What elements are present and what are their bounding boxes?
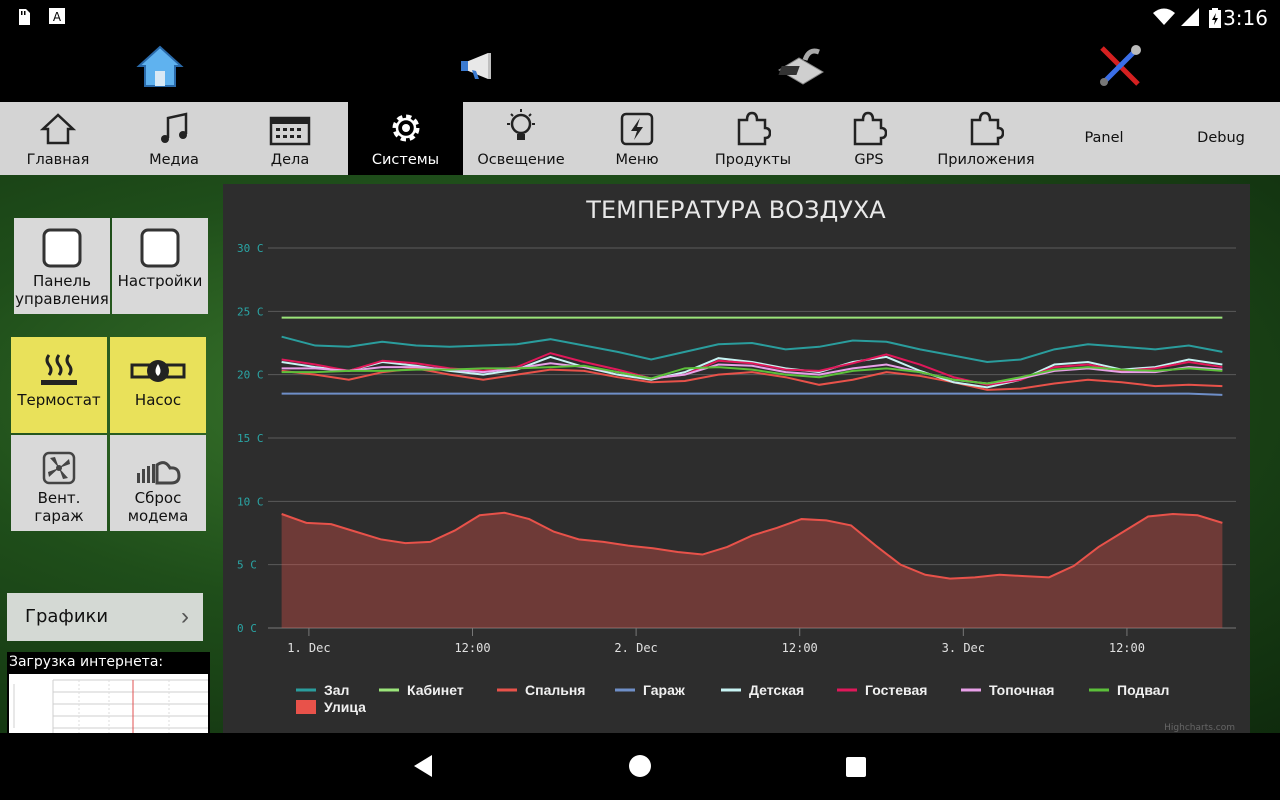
fan-icon [42, 451, 76, 485]
main-content: Панель управления Настройки Термостат На… [0, 175, 1280, 733]
x-tick-label: 12:00 [782, 641, 818, 655]
home-icon[interactable] [130, 34, 190, 98]
svg-text:A: A [53, 10, 62, 24]
tab-sistemy[interactable]: Системы [348, 102, 463, 175]
y-tick-label: 5 C [237, 559, 257, 572]
checkbox-icon [42, 228, 82, 268]
legend-label: Топочная [989, 682, 1054, 698]
series-line [281, 392, 1223, 396]
signal-icon [1181, 8, 1199, 26]
tab-menu[interactable]: Меню [579, 102, 695, 175]
heat-icon [41, 354, 77, 385]
home-icon [40, 113, 76, 145]
x-tick-label: 12:00 [454, 641, 490, 655]
megaphone-icon[interactable] [450, 34, 510, 98]
y-tick-label: 25 C [237, 305, 264, 318]
tab-osveschenie[interactable]: Освещение [463, 102, 579, 175]
clock: 3:16 [1223, 6, 1268, 30]
tools-icon[interactable] [1090, 34, 1150, 98]
x-tick-label: 1. Dec [287, 641, 330, 655]
temperature-chart: ТЕМПЕРАТУРА ВОЗДУХА 0 C 5 C 10 C 15 C 20 C 25 … [237, 196, 1236, 733]
internet-load-label: Загрузка интернета: [9, 654, 164, 670]
series-line [281, 335, 1223, 364]
sd-card-icon [19, 9, 30, 25]
recents-icon[interactable] [845, 753, 867, 779]
bulb-icon [507, 109, 535, 140]
tile-vent-garazh[interactable]: Вент. гараж [11, 435, 107, 531]
battery-charging-icon [1209, 8, 1221, 28]
puzzle-icon [970, 111, 1004, 146]
x-tick-label: 2. Dec [614, 641, 657, 655]
y-tick-label: 15 C [237, 432, 264, 445]
chart-title: ТЕМПЕРАТУРА ВОЗДУХА [585, 196, 886, 224]
tab-gps[interactable]: GPS [811, 102, 927, 175]
series-line-ulitsa [281, 511, 1223, 580]
tab-dela[interactable]: Дела [232, 102, 348, 175]
status-bar: A 3:16 [0, 0, 1280, 34]
series-area-ulitsa [281, 512, 1223, 628]
tile-nasos[interactable]: Насос [110, 337, 206, 433]
x-tick-label: 12:00 [1109, 641, 1145, 655]
tile-termostat[interactable]: Термостат [11, 337, 107, 433]
tab-produkty[interactable]: Продукты [695, 102, 811, 175]
y-tick-label: 0 C [237, 622, 257, 635]
music-icon [161, 112, 188, 143]
tile-nastroyki[interactable]: Настройки [112, 218, 208, 314]
tab-glavnaya[interactable]: Главная [0, 102, 116, 175]
y-tick-label: 20 C [237, 369, 264, 382]
series-line [281, 364, 1223, 385]
tile-sbros-modema[interactable]: Сброс модема [110, 435, 206, 531]
keyboard-a-icon: A [49, 8, 65, 24]
tab-debug[interactable]: Debug [1197, 130, 1245, 146]
calendar-icon [269, 116, 311, 146]
chart-panel: ТЕМПЕРАТУРА ВОЗДУХА 0 C 5 C 10 C 15 C 20 C 25 … [223, 184, 1250, 733]
tab-prilozheniya[interactable]: Приложения [927, 102, 1045, 175]
chevron-right-icon: › [181, 603, 189, 630]
graphs-button[interactable]: Графики › [7, 593, 203, 641]
legend-swatch [296, 700, 316, 714]
series-line [281, 367, 1223, 391]
tile-panel-upravleniya[interactable]: Панель управления [14, 218, 110, 314]
gear-icon [392, 114, 419, 142]
legend-label: Улица [324, 699, 366, 715]
series-line [281, 352, 1223, 386]
chart-credit: Highcharts.com [1164, 723, 1235, 733]
internet-load-widget: Загрузка интернета: [7, 652, 210, 733]
back-icon[interactable] [412, 753, 436, 779]
legend-label: Подвал [1117, 682, 1169, 698]
checkbox-icon [140, 228, 180, 268]
navigation-bar [0, 733, 1280, 800]
pump-icon [130, 360, 186, 382]
top-toolbar [0, 34, 1280, 102]
home-button-icon[interactable] [628, 753, 652, 779]
x-tick-label: 3. Dec [942, 641, 985, 655]
scanner-icon[interactable] [770, 34, 830, 98]
tab-panel[interactable]: Panel [1084, 130, 1124, 146]
puzzle-icon [853, 111, 887, 146]
legend-label: Гостевая [865, 682, 927, 698]
puzzle-icon [737, 111, 771, 146]
cloud-icon [137, 461, 181, 485]
legend-label: Кабинет [407, 682, 464, 698]
legend-label: Спальня [525, 682, 585, 698]
legend-label: Зал [324, 682, 349, 698]
legend-label: Гараж [643, 682, 686, 698]
tab-bar: Главная Медиа Дела Системы Освещение Мен… [0, 102, 1280, 175]
tab-media[interactable]: Медиа [116, 102, 232, 175]
y-tick-label: 30 C [237, 242, 264, 255]
legend-label: Детская [749, 682, 804, 698]
bolt-icon [620, 112, 654, 146]
y-tick-label: 10 C [237, 495, 264, 508]
wifi-icon [1153, 8, 1175, 25]
internet-load-graph [9, 674, 208, 733]
